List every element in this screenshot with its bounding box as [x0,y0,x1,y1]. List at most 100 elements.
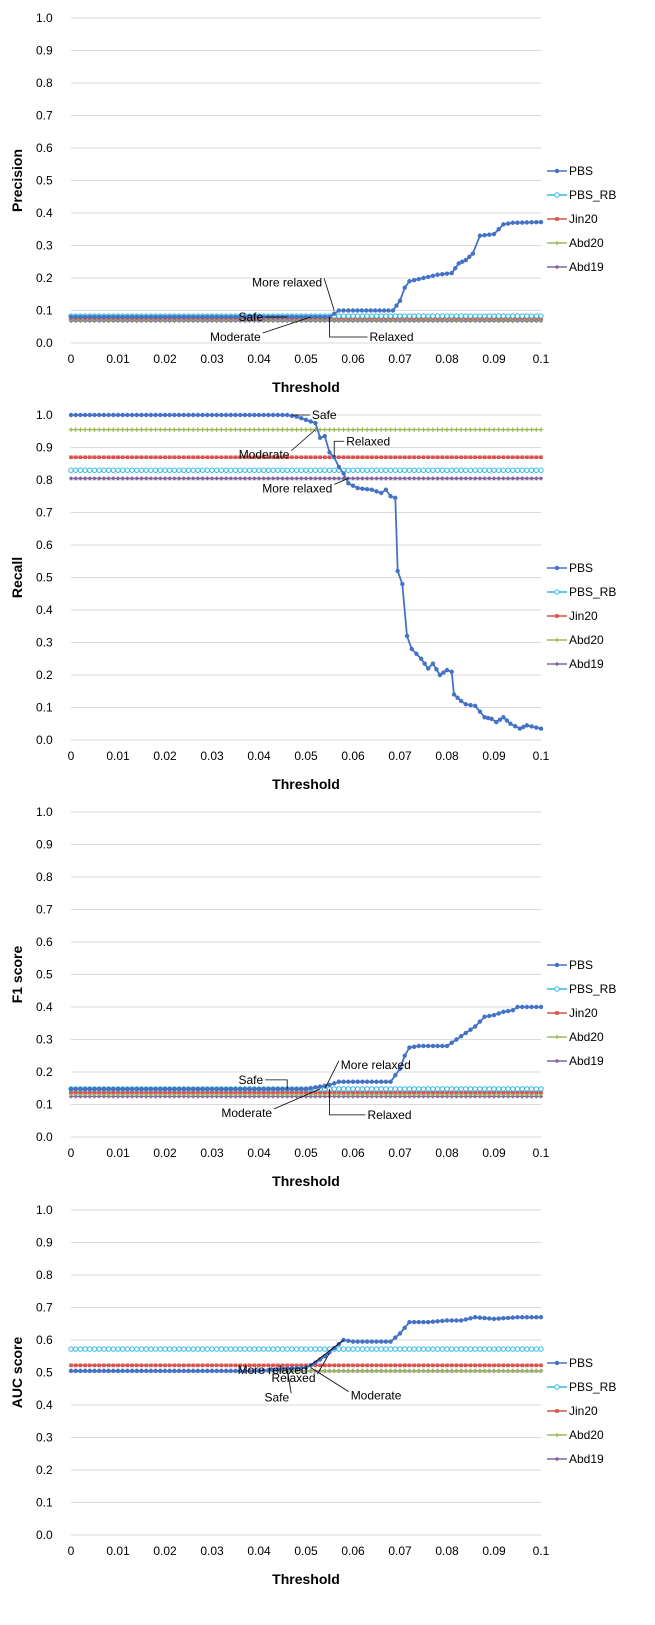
data-point-pbs [369,487,374,492]
x-tick-label: 0.1 [533,352,550,366]
data-point-abd19 [407,1094,412,1099]
data-point-jin20 [506,455,510,460]
data-point-abd20 [534,427,539,432]
data-point-pbs [125,412,130,418]
data-point-pbs [191,1368,196,1374]
data-point-pbs [515,1004,520,1010]
data-point-pbs [449,1318,454,1323]
data-point-pbs [186,314,191,320]
data-point-pbs [214,1368,219,1374]
data-point-pbs [411,277,417,283]
data-point-abd20 [444,1368,450,1374]
data-point-pbs [336,464,342,470]
annotation: Safe [265,1369,292,1404]
legend-label: Jin20 [569,1404,598,1418]
data-point-abd20 [374,1368,379,1374]
data-point-abd19 [308,1094,313,1099]
data-point-pbs [524,1315,530,1320]
data-point-pbs [256,314,262,320]
data-point-abd20 [538,427,544,432]
data-point-pbs [350,308,356,313]
data-point-pbs [270,1367,276,1373]
data-point-abd19 [322,1094,327,1099]
data-point-abd19 [242,476,248,481]
data-point-pbs [209,1086,215,1092]
data-point-jin20 [299,455,304,460]
data-point-jin20 [149,1363,153,1368]
data-point-pbs-rb [322,1346,328,1352]
data-point-pbs [482,233,487,238]
annotation-label: Moderate [351,1389,402,1403]
data-point-jin20 [426,455,430,460]
data-point-pbs-rb [477,1346,483,1352]
data-point-abd19 [172,476,177,481]
data-point-pbs [209,314,215,320]
data-point-jin20 [511,455,515,460]
data-point-abd19 [120,1094,125,1099]
data-point-pbs [97,1368,102,1374]
data-point-jin20 [153,1090,158,1094]
data-point-pbs-rb [101,467,107,473]
data-point-jin20 [360,1090,365,1094]
data-point-pbs-rb [87,467,93,473]
data-point-pbs-rb [218,1346,225,1352]
annotation-label: Safe [239,310,264,324]
data-point-pbs [172,1086,177,1092]
data-point-pbs-rb [336,1086,342,1092]
data-point-abd19 [332,1094,337,1099]
data-point-jin20 [233,1363,238,1368]
data-point-abd19 [219,1094,224,1099]
data-point-abd19 [256,476,262,481]
data-point-pbs-rb [298,467,304,473]
data-point-pbs-rb [138,467,145,473]
data-point-pbs [473,1024,478,1029]
data-point-pbs-rb [402,1346,408,1352]
data-point-pbs [242,1086,248,1092]
data-point-jin20 [421,455,426,460]
data-point-abd19 [454,476,459,481]
data-point-pbs-rb [510,313,516,319]
y-axis-title: Precision [9,149,25,212]
data-point-jin20 [351,1363,355,1368]
annotation: Relaxed [329,1088,412,1122]
data-point-pbs [158,1368,163,1374]
data-point-pbs [520,1004,525,1010]
data-point-abd19 [78,1094,83,1099]
data-point-abd19 [219,476,224,481]
data-point-pbs-rb [364,1086,370,1092]
data-point-jin20 [327,1363,332,1368]
data-point-abd20 [256,427,262,432]
annotation-label: Safe [239,1073,264,1087]
data-point-pbs-rb [416,467,422,473]
data-point-pbs [404,633,410,639]
series-jin20 [69,455,543,460]
data-point-abd20 [393,1368,398,1374]
data-point-abd20 [87,427,92,432]
data-point-abd20 [341,427,346,432]
data-point-pbs [440,272,445,277]
data-point-pbs [115,1368,121,1374]
legend-item-jin20: Jin20 [547,609,598,623]
data-point-pbs-rb [402,313,408,319]
series-pbs-rb [68,1346,544,1352]
data-point-abd19 [477,1094,483,1099]
data-point-abd19 [313,476,318,481]
data-point-jin20 [280,1090,285,1094]
data-point-pbs-rb [91,467,98,473]
data-point-pbs-rb [467,467,474,473]
data-point-pbs-rb [481,1346,488,1352]
data-point-pbs [266,1368,271,1373]
data-point-pbs [219,314,224,320]
data-point-pbs [458,1318,464,1323]
data-point-pbs-rb [510,1346,516,1352]
data-point-pbs [336,1079,342,1084]
data-point-jin20 [304,1090,308,1094]
x-tick-label: 0.01 [106,1544,130,1558]
data-point-pbs [181,314,186,320]
data-point-pbs [517,726,523,731]
data-point-pbs-rb [397,467,403,473]
x-tick-label: 0.02 [153,1544,177,1558]
data-point-pbs [129,1368,135,1374]
data-point-pbs [120,314,125,320]
